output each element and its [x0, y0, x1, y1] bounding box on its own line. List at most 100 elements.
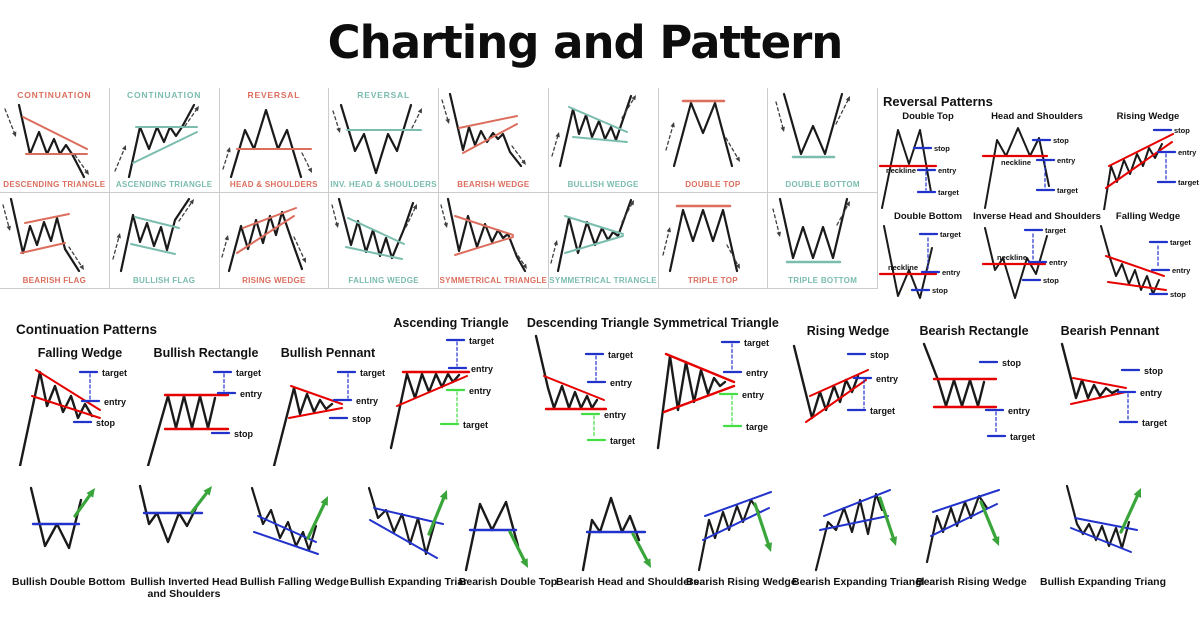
- bottom-group-bullish-expanding-triang: Bullish Expanding Triang: [1040, 482, 1166, 588]
- annotation-label: entry: [942, 268, 961, 277]
- annotation-label: target: [1170, 238, 1191, 247]
- annotation-label: neckline: [888, 263, 918, 272]
- annotation-label: target: [744, 338, 769, 348]
- annotation-label: targe: [746, 422, 768, 432]
- pattern-label: Bearish Double Top: [458, 576, 558, 588]
- page-title: Charting and Pattern: [327, 16, 844, 69]
- bt-bearish-double-top-diagram: [464, 500, 528, 572]
- annotation-label: neckline: [997, 253, 1027, 262]
- pattern-label: Bearish Rising Wedge: [686, 576, 797, 588]
- continuation-group-ascending-triangle: Ascending Triangle target entry entry target: [385, 316, 517, 450]
- annotation-label: entry: [742, 390, 764, 400]
- pattern-label: SYMMETRICAL TRIANGLE: [549, 276, 657, 285]
- pattern-label: Bearish Expanding Triangl: [792, 576, 925, 588]
- continuation-group-bearish-pennant: Bearish Pennant stop entry target: [1044, 324, 1176, 448]
- pattern-label: Bearish Rising Wedge: [916, 576, 1027, 588]
- continuation-group-falling-wedge: Falling Wedge target entry stop: [14, 346, 146, 466]
- annotation-label: entry: [104, 397, 126, 407]
- classic-patterns-grid: CONTINUATION DESCENDING TRIANGLE CONTINUAT…: [0, 88, 878, 289]
- pattern-cell-bearish-flag: BEARISH FLAG: [0, 193, 110, 288]
- pattern-cell-inv-head-shoulders: REVERSAL INV. HEAD & SHOULDERS: [329, 88, 439, 193]
- annotation-label: stop: [934, 144, 950, 153]
- annotation-label: entry: [1057, 156, 1076, 165]
- annotation-label: entry: [1140, 388, 1162, 398]
- annotation-label: stop: [234, 429, 254, 439]
- pattern-title: Head and Shoulders: [991, 111, 1083, 122]
- rv-falling-wedge-diagram: target entry stop: [1100, 225, 1191, 299]
- annotation-label: stop: [870, 350, 890, 360]
- pattern-label: BULLISH FLAG: [132, 276, 196, 285]
- pattern-cell-ascending-triangle: CONTINUATION ASCENDING TRIANGLE: [109, 88, 220, 193]
- annotation-label: target: [1045, 226, 1066, 235]
- pattern-cell-rising-wedge: RISING WEDGE: [220, 193, 330, 288]
- bt-bullish-falling-wedge-diagram: [251, 486, 329, 555]
- annotation-label: target: [1142, 418, 1167, 428]
- pattern-label: INV. HEAD & SHOULDERS: [330, 180, 437, 189]
- pattern-title: Ascending Triangle: [393, 316, 509, 330]
- pattern-cell-symmetrical-triangle: SYMMETRICAL TRIANGLE: [549, 193, 659, 288]
- pattern-label: DOUBLE BOTTOM: [785, 180, 860, 189]
- pattern-cell-double-top: DOUBLE TOP: [658, 88, 769, 193]
- annotation-label: target: [360, 368, 385, 378]
- pattern-title: Rising Wedge: [806, 324, 890, 338]
- annotation-label: entry: [356, 396, 378, 406]
- bottom-group-bearish-expanding-triangl: Bearish Expanding Triangl: [792, 482, 924, 588]
- symmetrical-triangle-up-diagram: [550, 198, 635, 273]
- bottom-group-bearish-head-and-shoulders: Bearish Head and Shoulders: [556, 482, 699, 588]
- pattern-title: Inverse Head and Shoulders: [973, 211, 1101, 222]
- pattern-label: DESCENDING TRIANGLE: [3, 180, 106, 189]
- annotation-label: target: [102, 368, 127, 378]
- pattern-cell-triple-bottom: TRIPLE BOTTOM: [768, 193, 878, 288]
- pattern-title: Bearish Rectangle: [919, 324, 1029, 338]
- ct-bullish-pennant-diagram: target entry stop: [272, 368, 385, 466]
- pattern-label: HEAD & SHOULDERS: [229, 180, 318, 189]
- rv-double-top-diagram: stop neckline entry target: [878, 129, 959, 209]
- reversal-cell-double-bottom: Double Bottom target neckline entry stop: [878, 211, 978, 311]
- ct-rising-wedge-diagram: stop entry target: [792, 344, 898, 423]
- annotation-label: entry: [746, 368, 768, 378]
- bt-bullish-expanding-triangle-diagram: [367, 486, 447, 559]
- annotation-label: entry: [876, 374, 898, 384]
- pattern-title: Bullish Pennant: [280, 346, 376, 360]
- pattern-category-label: CONTINUATION: [17, 90, 92, 100]
- annotation-label: target: [236, 368, 261, 378]
- pattern-title: Descending Triangle: [526, 316, 650, 330]
- bt-bullish-inverted-head-and-shoulders-diagram: [138, 484, 212, 544]
- continuation-group-descending-triangle: Descending Triangle target entry entry targe…: [522, 316, 654, 450]
- annotation-label: stop: [96, 418, 116, 428]
- annotation-label: entry: [1172, 266, 1191, 275]
- symmetrical-triangle-down-diagram: [440, 197, 528, 273]
- pattern-cell-triple-top: TRIPLE TOP: [659, 193, 769, 288]
- pattern-label: TRIPLE TOP: [687, 276, 738, 285]
- annotation-label: stop: [1053, 136, 1069, 145]
- bt-bearish-rising-wedge-diagram: [698, 491, 773, 572]
- annotation-label: target: [1010, 432, 1035, 442]
- reversal-patterns-grid: Double Top stop neckline entry target Head an…: [878, 111, 1200, 311]
- pattern-cell-falling-wedge: FALLING WEDGE: [329, 193, 439, 288]
- bullish-flag-diagram: [112, 197, 195, 273]
- continuation-patterns-heading: Continuation Patterns: [16, 322, 157, 337]
- pattern-title: Falling Wedge: [37, 346, 123, 360]
- pattern-cell-descending-triangle: CONTINUATION DESCENDING TRIANGLE: [0, 88, 110, 193]
- pattern-title: Symmetrical Triangle: [653, 316, 779, 330]
- pattern-label: Bullish Inverted Head and Shoulders: [130, 576, 238, 601]
- continuation-group-symmetrical-triangle: Symmetrical Triangle target entry entry targ…: [650, 316, 782, 450]
- annotation-label: target: [940, 230, 961, 239]
- pattern-label: Bullish Expanding Triar: [350, 576, 468, 588]
- pattern-label: Bullish Falling Wedge: [240, 576, 349, 588]
- annotation-label: neckline: [1001, 158, 1031, 167]
- reversal-cell-falling-wedge: Falling Wedge target entry stop: [1096, 211, 1200, 311]
- bt-bearish-head-and-shoulders-diagram: [582, 496, 652, 572]
- pattern-cell-bearish-wedge: BEARISH WEDGE: [439, 88, 549, 193]
- annotation-label: target: [870, 406, 895, 416]
- reversal-cell-head-and-shoulders: Head and Shoulders stop neckline entry targe…: [978, 111, 1096, 211]
- pattern-title: Rising Wedge: [1116, 111, 1180, 122]
- annotation-label: target: [608, 350, 633, 360]
- annotation-label: entry: [938, 166, 957, 175]
- pattern-cell-head-shoulders: REVERSAL HEAD & SHOULDERS: [219, 88, 330, 193]
- pattern-cell-symmetrical-triangle: SYMMETRICAL TRIANGLE: [439, 193, 549, 288]
- pattern-label: RISING WEDGE: [242, 276, 306, 285]
- pattern-title: Double Top: [902, 111, 954, 122]
- annotation-label: target: [469, 336, 494, 346]
- pattern-label: BEARISH FLAG: [22, 276, 87, 285]
